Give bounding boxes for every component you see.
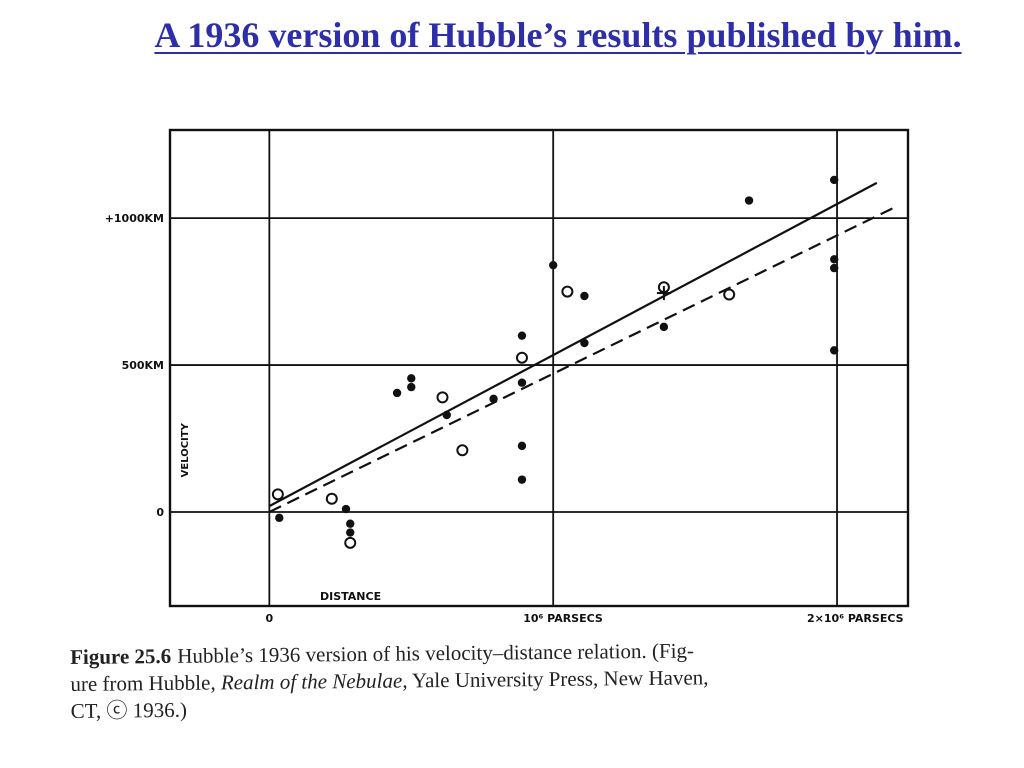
caption-book-title: Realm of the Nebulae	[220, 668, 403, 695]
filled-point	[346, 519, 355, 528]
filled-point	[830, 346, 839, 355]
filled-point	[580, 291, 589, 301]
solid-fit-line	[268, 181, 878, 508]
open-point	[325, 492, 338, 505]
filled-point	[442, 410, 451, 420]
open-point	[515, 351, 528, 364]
x-tick-label: 10⁶ PARSECS	[523, 612, 603, 625]
y-tick-label: 0	[156, 506, 164, 519]
filled-point	[744, 196, 754, 205]
filled-point	[517, 378, 527, 387]
filled-point	[830, 263, 839, 273]
filled-point	[392, 388, 402, 398]
open-point	[723, 288, 736, 301]
open-point	[436, 391, 449, 404]
open-point	[456, 444, 469, 457]
filled-point	[517, 441, 527, 451]
cross-point	[656, 286, 671, 301]
filled-point	[830, 255, 839, 264]
data-points	[271, 175, 839, 549]
figure-caption: Figure 25.6 Hubble’s 1936 version of his …	[70, 636, 871, 725]
open-point	[561, 285, 574, 298]
fit-lines	[268, 181, 898, 513]
y-axis-label: VELOCITY	[180, 422, 191, 477]
x-axis-label: DISTANCE	[320, 590, 381, 603]
filled-point	[548, 260, 558, 270]
slide-title: A 1936 version of Hubble’s results publi…	[154, 15, 962, 55]
open-point	[344, 536, 357, 549]
filled-point	[407, 382, 416, 392]
axis-labels: 0 500KM +1000KM 0 10⁶ PARSECS 2×10⁶ PARSECS DI…	[105, 212, 904, 625]
y-tick-label: 500KM	[122, 359, 164, 372]
x-tick-label: 2×10⁶ PARSECS	[807, 612, 904, 625]
y-tick-label: +1000KM	[105, 212, 164, 225]
caption-text-4: CT, ⓒ 1936.)	[70, 697, 188, 723]
plot-frame	[168, 128, 910, 608]
x-tick-label: 0	[266, 612, 274, 625]
dashed-fit-line	[268, 205, 898, 513]
filled-point	[275, 513, 284, 523]
filled-point	[659, 322, 669, 332]
figure-label: Figure 25.6	[70, 643, 172, 669]
filled-point	[830, 175, 839, 185]
filled-point	[341, 504, 351, 514]
filled-point	[580, 338, 589, 348]
caption-text-3: , Yale University Press, New Haven,	[402, 665, 709, 693]
filled-point	[407, 374, 416, 383]
caption-text-1: Hubble’s 1936 version of his velocity–di…	[177, 638, 695, 668]
caption-text-2: ure from Hubble,	[70, 670, 222, 696]
chart-grid	[168, 128, 910, 608]
filled-point	[489, 394, 498, 404]
filled-point	[346, 528, 355, 537]
open-point	[271, 488, 284, 501]
filled-point	[517, 475, 527, 484]
filled-point	[517, 331, 527, 340]
